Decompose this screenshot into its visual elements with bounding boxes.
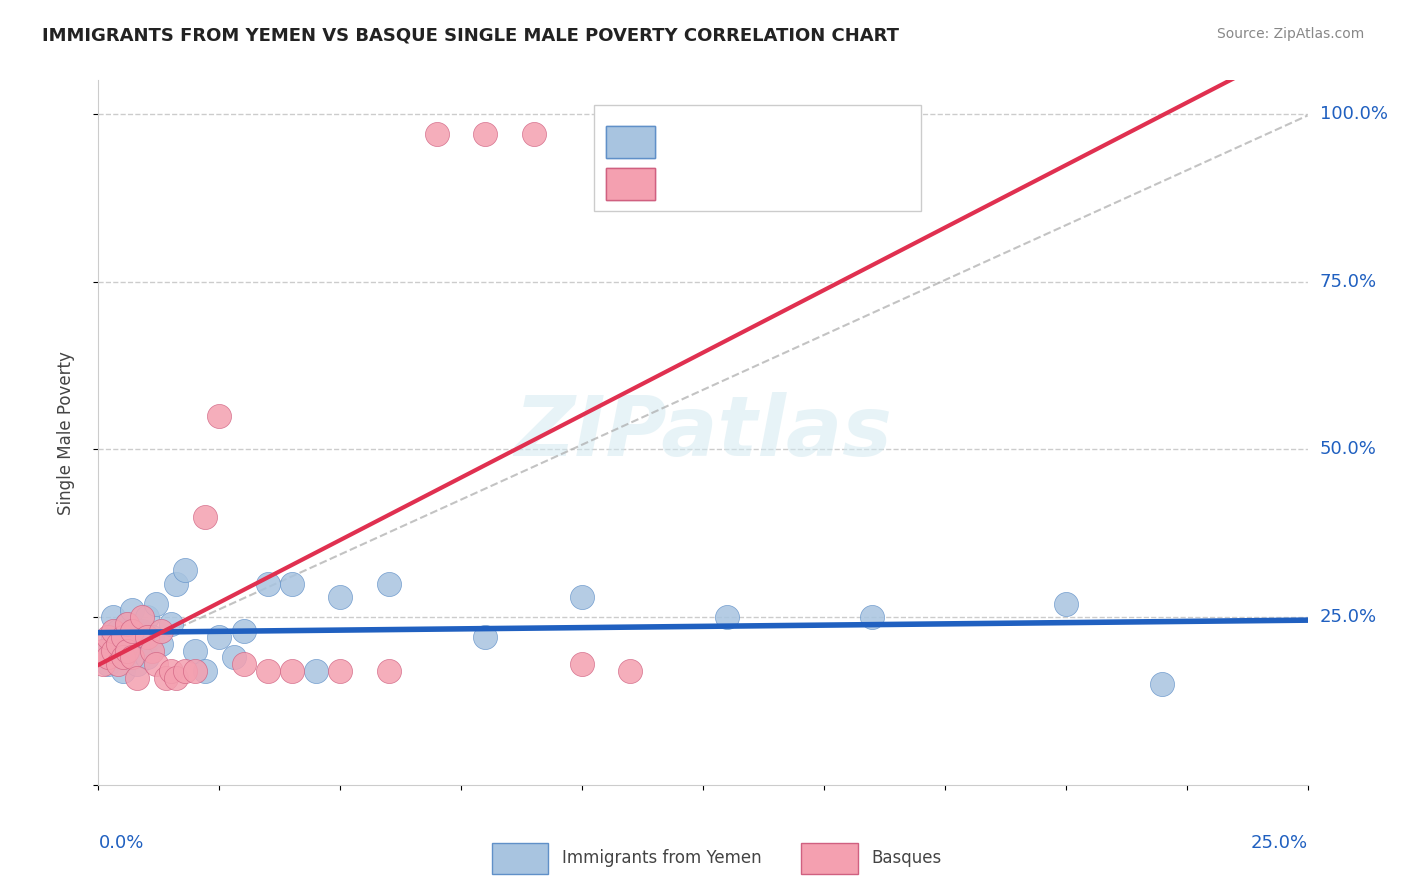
Point (131, 624, 153, 638)
Point (141, 644, 163, 658)
Point (107, 657, 129, 672)
Text: 25.0%: 25.0% (1250, 834, 1308, 852)
Point (101, 624, 124, 638)
Point (145, 597, 167, 611)
Point (150, 637, 173, 651)
Point (160, 664, 183, 678)
Point (135, 610, 157, 624)
Point (232, 657, 254, 672)
Point (141, 630, 163, 644)
Point (91, 657, 114, 672)
Point (160, 616, 183, 631)
Point (121, 650, 143, 665)
Point (232, 624, 254, 638)
Point (165, 671, 187, 685)
Point (256, 664, 278, 678)
Point (165, 576, 187, 591)
Point (121, 624, 143, 638)
FancyBboxPatch shape (606, 126, 655, 158)
Point (150, 624, 173, 638)
Point (716, 610, 738, 624)
Text: Source: ZipAtlas.com: Source: ZipAtlas.com (1216, 27, 1364, 41)
Point (1054, 597, 1077, 611)
Point (111, 637, 134, 651)
Text: N = 39: N = 39 (800, 133, 868, 152)
Point (101, 630, 124, 644)
Point (474, 630, 496, 644)
Text: N = 37: N = 37 (800, 176, 868, 194)
Point (117, 616, 139, 631)
Point (107, 637, 129, 651)
Point (111, 650, 134, 665)
Point (426, 127, 449, 141)
Point (145, 657, 167, 672)
Point (194, 664, 217, 678)
Point (121, 603, 143, 617)
Point (329, 664, 352, 678)
Point (91, 644, 114, 658)
Point (135, 650, 157, 665)
Point (329, 590, 352, 604)
Point (377, 664, 399, 678)
Text: Immigrants from Yemen: Immigrants from Yemen (562, 849, 762, 867)
Point (208, 409, 231, 423)
Text: 25.0%: 25.0% (1320, 608, 1376, 626)
Point (222, 650, 245, 665)
Point (97, 650, 120, 665)
Point (619, 664, 641, 678)
Text: IMMIGRANTS FROM YEMEN VS BASQUE SINGLE MALE POVERTY CORRELATION CHART: IMMIGRANTS FROM YEMEN VS BASQUE SINGLE M… (42, 27, 900, 45)
Point (305, 664, 328, 678)
Point (571, 590, 593, 604)
Text: 0.0%: 0.0% (98, 834, 143, 852)
Text: 75.0%: 75.0% (1320, 273, 1376, 291)
Point (571, 657, 593, 672)
Point (155, 671, 177, 685)
Point (117, 616, 139, 631)
Point (97, 657, 120, 672)
Point (208, 630, 231, 644)
Point (117, 644, 139, 658)
Point (101, 610, 124, 624)
Point (174, 664, 197, 678)
Y-axis label: Single Male Poverty: Single Male Poverty (56, 351, 75, 515)
Point (127, 644, 149, 658)
Point (860, 610, 883, 624)
Point (121, 630, 143, 644)
Point (91, 644, 114, 658)
Point (474, 127, 496, 141)
Text: R = 0.552: R = 0.552 (672, 176, 763, 194)
Point (127, 657, 149, 672)
Point (107, 650, 129, 665)
Text: 100.0%: 100.0% (1320, 105, 1388, 123)
FancyBboxPatch shape (595, 105, 921, 211)
Point (101, 644, 124, 658)
Point (111, 664, 134, 678)
Point (523, 127, 546, 141)
Point (377, 576, 399, 591)
Text: Basques: Basques (872, 849, 942, 867)
Text: 50.0%: 50.0% (1320, 441, 1376, 458)
Point (97, 630, 120, 644)
Point (135, 630, 157, 644)
Point (281, 664, 304, 678)
Point (127, 671, 149, 685)
Point (131, 610, 153, 624)
Point (184, 664, 207, 678)
Point (107, 624, 129, 638)
Point (174, 563, 197, 577)
Point (184, 644, 207, 658)
Text: R = 0.200: R = 0.200 (672, 133, 763, 152)
Point (256, 576, 278, 591)
Point (194, 509, 217, 524)
FancyBboxPatch shape (606, 169, 655, 200)
Point (281, 576, 304, 591)
Point (117, 644, 139, 658)
Point (111, 630, 134, 644)
Text: ZIPatlas: ZIPatlas (515, 392, 891, 473)
Point (1152, 677, 1174, 691)
